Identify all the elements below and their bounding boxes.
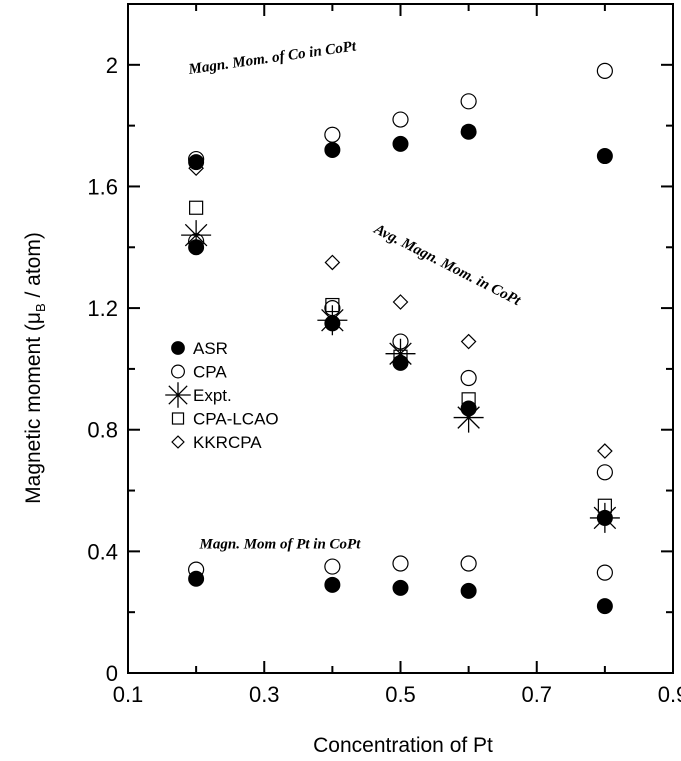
data-point-cpa [460,93,477,110]
data-point-asr [188,570,205,587]
x-tick-label: 0.1 [113,682,144,707]
data-point-kkrcpa [597,443,613,459]
data-markers [181,62,620,615]
data-point-kkrcpa [188,160,204,177]
annotation-label: Magn. Mom of Pt in CoPt [199,536,362,552]
data-point-expt [181,220,212,251]
y-tick-label: 1.6 [87,174,118,199]
data-point-cpa [460,369,477,387]
data-point-kkrcpa [460,333,477,350]
legend-label: ASR [193,339,228,358]
data-point-cpa-lcao [325,297,340,313]
data-point-asr [596,598,613,615]
legend-marker [165,382,191,408]
annotations: Magn. Mom. of Co in CoPt Avg. Magn. Mom. … [187,38,524,552]
data-point-cpa [392,111,409,128]
y-tick-label: 0.4 [87,539,118,564]
data-point-cpa [392,555,409,572]
y-axis: 0 0.4 0.8 1.2 1.6 2 [87,3,673,686]
data-point-expt [589,502,620,533]
data-point-cpa [460,555,477,572]
data-point-expt [385,338,416,369]
data-point-cpa [324,558,341,575]
legend-marker [171,341,185,355]
x-tick-label: 0.3 [249,682,280,707]
x-tick-label: 0.9 [658,682,681,707]
y-axis-title-sub: B [33,303,48,312]
y-tick-label: 2 [106,53,118,78]
legend-marker [171,412,185,425]
y-axis-title-main: Magnetic moment (μ [22,312,45,504]
y-axis-title: Magnetic moment (μB / atom) [22,232,48,504]
x-axis: 0.1 0.3 0.5 0.7 0.9 [113,4,681,707]
data-point-asr [324,576,341,593]
legend-label: Expt. [193,386,232,405]
legend: ASR CPA Expt. CPA-LCAO KKRCPA [165,339,279,452]
x-axis-title: Concentration of Pt [313,734,493,757]
data-point-asr [596,148,613,165]
data-point-asr [188,154,205,171]
data-point-cpa [596,62,613,80]
y-tick-label: 0 [106,661,118,686]
data-point-cpa [596,464,613,481]
data-point-cpa-lcao [597,498,612,513]
data-point-cpa-lcao [461,392,476,407]
y-axis-title-tail: / atom) [22,232,45,303]
data-point-asr [392,135,409,152]
data-point-cpa [188,150,205,168]
data-point-kkrcpa [324,254,341,271]
data-point-kkrcpa [392,294,409,310]
y-tick-label: 0.8 [87,418,118,443]
legend-label: CPA [193,363,227,382]
data-point-cpa [324,126,341,143]
x-tick-label: 0.5 [385,682,416,707]
legend-marker [171,364,185,379]
legend-marker [171,435,185,449]
legend-label: CPA-LCAO [193,410,279,429]
data-point-asr [460,582,477,599]
data-point-cpa [188,561,205,578]
annotation-label: Avg. Magn. Mom. in CoPt [371,221,524,310]
data-point-asr [392,579,409,596]
data-point-asr [460,123,477,140]
annotation-label: Magn. Mom. of Co in CoPt [187,38,358,78]
data-point-cpa-lcao [393,349,408,364]
data-point-expt [317,305,348,336]
x-tick-label: 0.7 [521,682,552,707]
data-point-cpa-lcao [189,200,204,215]
data-point-cpa [596,564,613,581]
data-point-asr [324,141,341,158]
data-point-expt [453,402,484,433]
y-tick-label: 1.2 [87,296,118,321]
legend-label: KKRCPA [193,433,262,452]
